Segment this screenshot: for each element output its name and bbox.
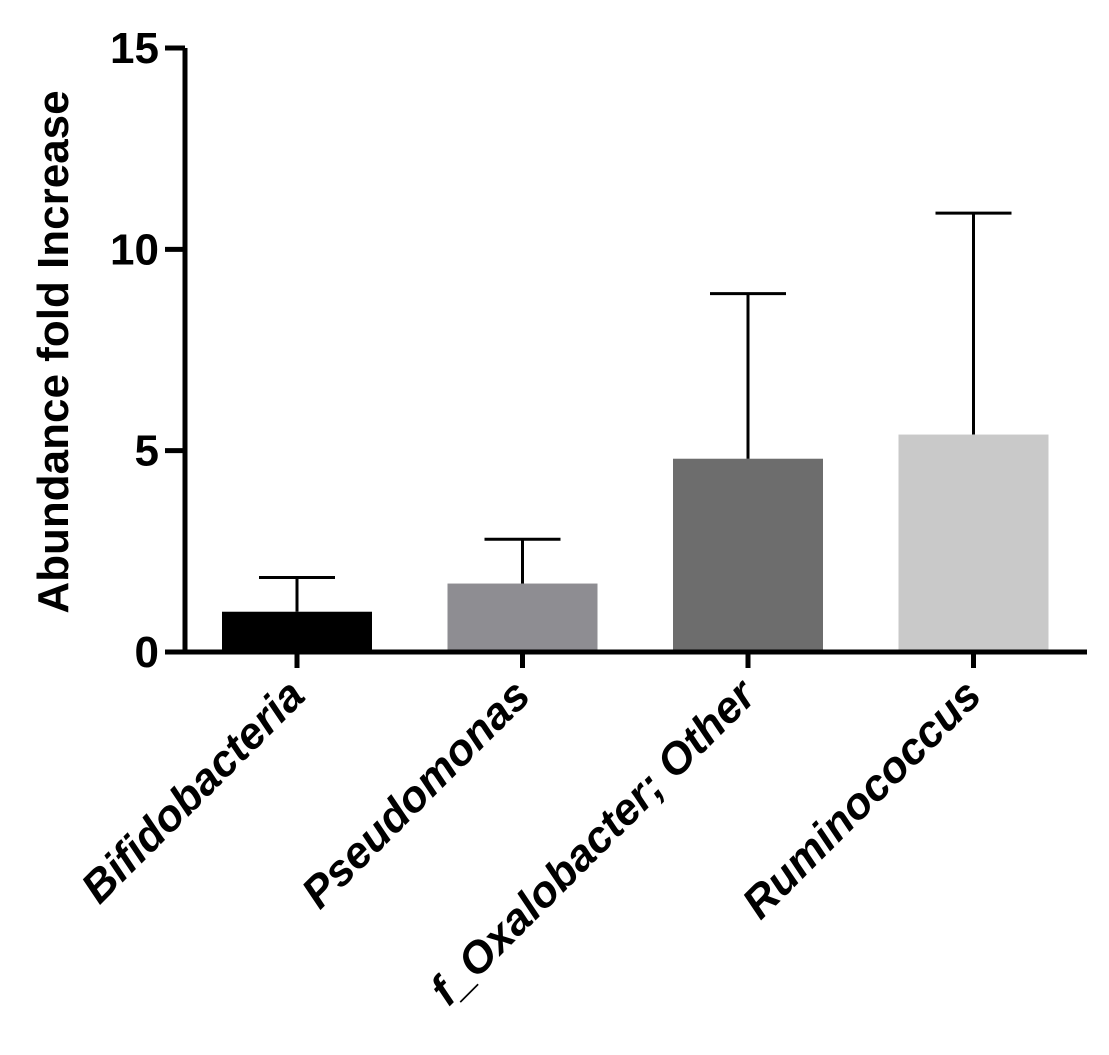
bar-pseudomonas <box>447 583 598 652</box>
y-tick-label: 5 <box>135 427 159 476</box>
y-tick-label: 0 <box>135 628 159 677</box>
y-tick-label: 15 <box>110 24 159 73</box>
x-tick-label: Ruminococcus <box>733 670 991 928</box>
bar-bifidobacteria <box>222 611 372 652</box>
y-tick-label: 10 <box>110 225 159 274</box>
x-tick-label: Pseudomonas <box>292 670 539 917</box>
x-tick-label: Bifidobacteria <box>72 670 314 912</box>
bar-f-oxalobacter-other <box>673 458 823 652</box>
y-axis-title: Abundance fold Increase <box>29 90 78 613</box>
bar-ruminococcus <box>898 434 1049 652</box>
